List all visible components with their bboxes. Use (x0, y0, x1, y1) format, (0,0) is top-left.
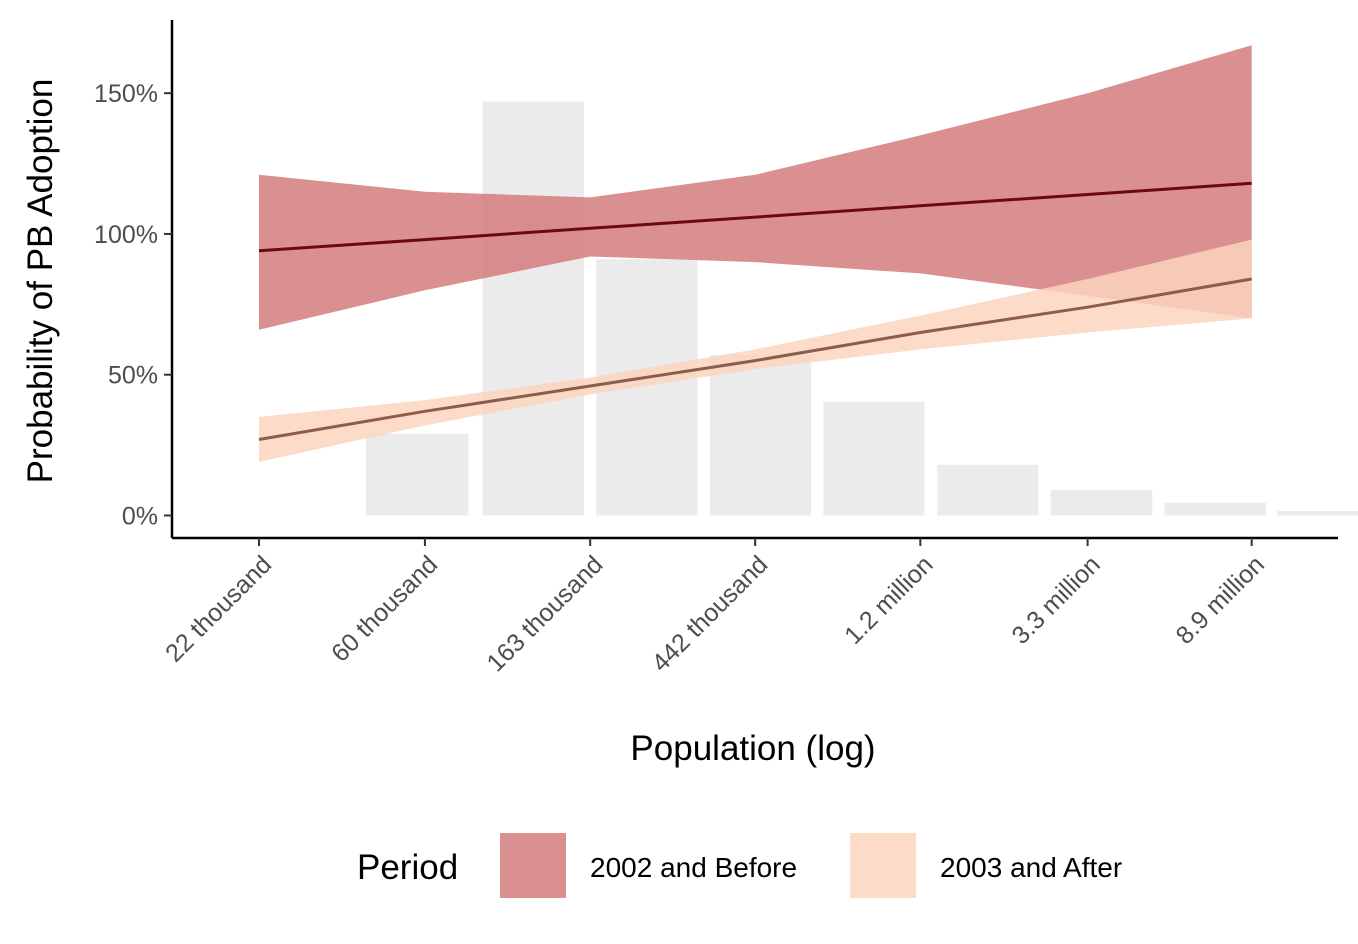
y-tick-label: 50% (108, 362, 158, 390)
y-tick-label: 0% (122, 502, 158, 530)
histogram-bar (1277, 511, 1358, 516)
legend-swatch (500, 833, 566, 898)
y-tick-label: 100% (94, 221, 158, 249)
legend-label: 2003 and After (940, 852, 1122, 883)
x-tick-label: 60 thousand (326, 550, 443, 667)
histogram-bar (937, 464, 1039, 516)
fitted-line-2003-and-after (258, 277, 1252, 441)
x-tick-label: 8.9 million (1171, 550, 1270, 649)
legend-title: Period (357, 848, 458, 887)
confidence-ribbon-2002-and-before (259, 45, 1252, 330)
x-tick-label: 442 thousand (646, 550, 773, 677)
histogram-layer (365, 101, 1358, 516)
histogram-bar (365, 433, 469, 516)
x-tick-label: 3.3 million (1006, 550, 1105, 649)
legend: Period 2002 and Before 2003 and After (357, 833, 1122, 898)
histogram-bar (709, 355, 812, 516)
histogram-bar (823, 401, 925, 516)
confidence-ribbon-2003-and-after (259, 239, 1252, 462)
histogram-bar (1164, 502, 1266, 516)
ribbon-layer (259, 45, 1252, 462)
histogram-bar (482, 101, 584, 516)
x-axis-title: Population (log) (630, 729, 875, 768)
y-tick-label: 150% (94, 80, 158, 108)
legend-swatch (850, 833, 916, 898)
line-layer (258, 181, 1252, 441)
y-axis-title: Probability of PB Adoption (21, 79, 60, 484)
histogram-bar (1050, 490, 1153, 516)
fitted-line-2002-and-before (258, 181, 1252, 253)
x-tick-label: 1.2 million (839, 550, 938, 649)
legend-label: 2002 and Before (590, 852, 797, 883)
x-tick-label: 22 thousand (160, 550, 277, 667)
x-tick-label: 163 thousand (481, 550, 608, 677)
